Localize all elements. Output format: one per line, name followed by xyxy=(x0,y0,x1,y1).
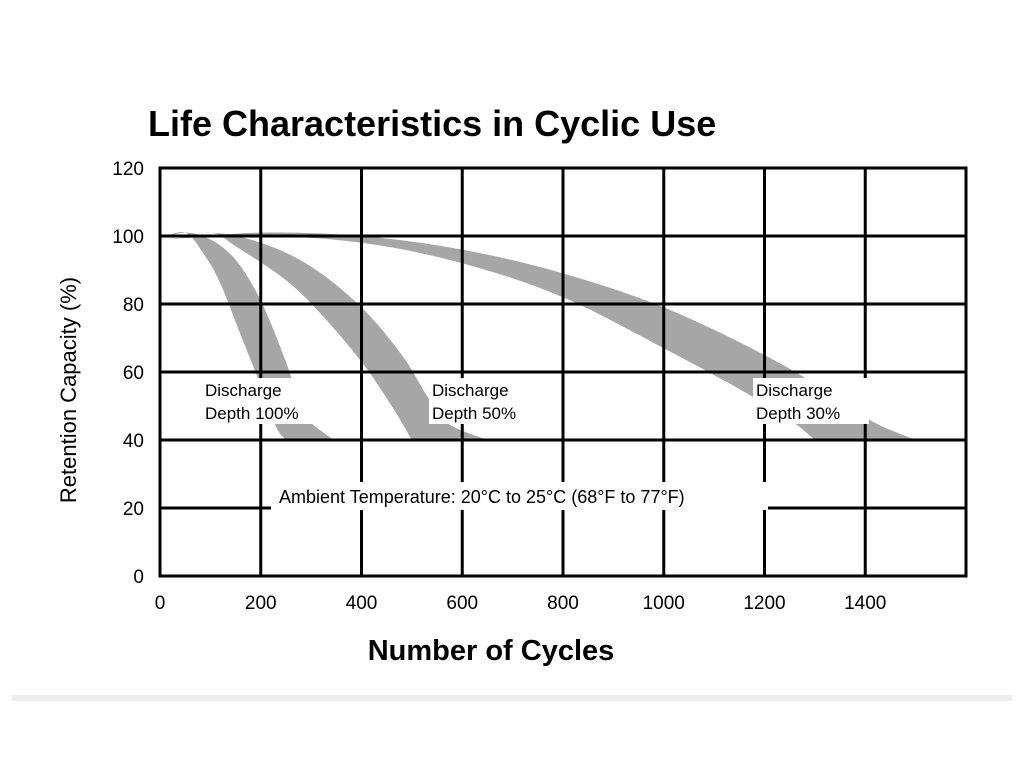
series-label-background xyxy=(202,378,318,424)
x-tick-label: 400 xyxy=(346,593,378,614)
y-tick-label: 80 xyxy=(123,295,144,316)
x-tick-label: 800 xyxy=(547,593,579,614)
series-label-3: Discharge Depth 30% xyxy=(753,378,869,424)
series-label-line: Depth 50% xyxy=(432,404,516,423)
x-tick-labels: 0 200 400 600 800 1000 1200 1400 xyxy=(155,593,887,614)
y-tick-label: 100 xyxy=(112,227,144,248)
series-label-line: Discharge xyxy=(756,381,833,400)
series-label-line: Discharge xyxy=(205,381,282,400)
x-tick-label: 200 xyxy=(245,593,277,614)
annotation-background xyxy=(271,482,768,510)
y-axis-label: Retention Capacity (%) xyxy=(56,277,81,503)
y-tick-label: 60 xyxy=(123,363,144,384)
series-label-1: Discharge Depth 100% xyxy=(202,378,318,424)
series-label-background xyxy=(429,378,545,424)
annotation-text: Ambient Temperature: 20°C to 25°C (68°F … xyxy=(279,487,685,507)
y-tick-label: 20 xyxy=(123,499,144,520)
series-label-line: Discharge xyxy=(432,381,509,400)
plot-frame xyxy=(158,166,968,578)
series-label-line: Depth 30% xyxy=(756,404,840,423)
bottom-divider xyxy=(12,695,1012,701)
chart-grid xyxy=(158,166,968,578)
x-tick-label: 600 xyxy=(446,593,478,614)
series-label-2: Discharge Depth 50% xyxy=(429,378,545,424)
x-axis-label: Number of Cycles xyxy=(368,635,615,667)
series-label-line: Depth 100% xyxy=(205,404,299,423)
chart-title: Life Characteristics in Cyclic Use xyxy=(148,103,716,144)
x-tick-label: 1400 xyxy=(844,593,886,614)
x-tick-label: 1200 xyxy=(743,593,785,614)
series-label-background xyxy=(753,378,869,424)
y-tick-label: 0 xyxy=(133,567,144,588)
ambient-temperature-annotation: Ambient Temperature: 20°C to 25°C (68°F … xyxy=(271,482,768,510)
y-tick-label: 40 xyxy=(123,431,144,452)
x-tick-label: 0 xyxy=(155,593,166,614)
y-tick-labels: 0 20 40 60 80 100 120 xyxy=(112,159,144,588)
x-tick-label: 1000 xyxy=(643,593,685,614)
y-tick-label: 120 xyxy=(112,159,144,180)
band-series-2 xyxy=(160,232,488,440)
